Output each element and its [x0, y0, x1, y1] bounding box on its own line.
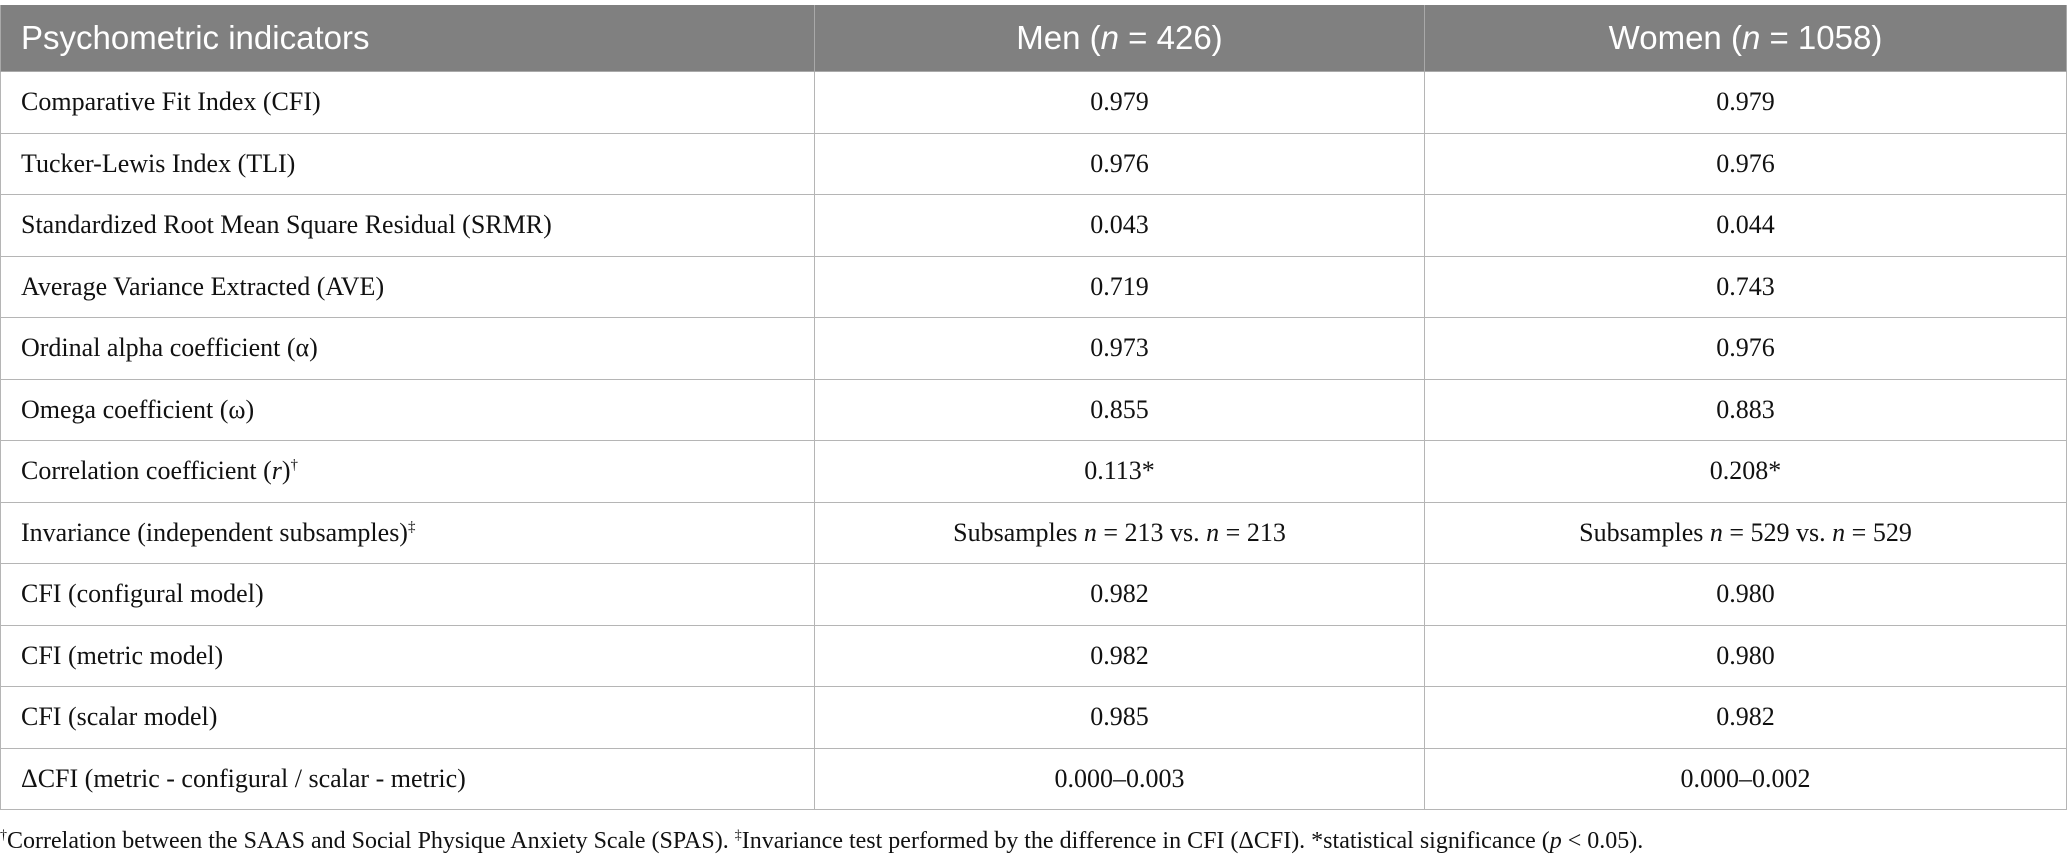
women-subsamples: Subsamples n = 529 vs. n = 529 [1424, 501, 2067, 564]
psychometric-table-container: Psychometric indicators Men (n = 426) Wo… [0, 5, 2067, 810]
header-men-pre: Men ( [1016, 19, 1101, 56]
women-value: 0.982 [1424, 686, 2067, 749]
table-row: Comparative Fit Index (CFI) 0.979 0.979 [0, 71, 2067, 134]
women-value: 0.980 [1424, 624, 2067, 687]
header-men-n: n [1100, 19, 1120, 56]
row-label: Tucker-Lewis Index (TLI) [0, 132, 815, 195]
men-value: 0.976 [814, 132, 1425, 195]
footnote-part3: < 0.05). [1561, 828, 1644, 854]
table-row: Correlation coefficient (r)† 0.113* 0.20… [0, 440, 2067, 503]
men-value: 0.973 [814, 317, 1425, 380]
row-label-correlation: Correlation coefficient (r)† [0, 440, 815, 503]
row-label: CFI (metric model) [0, 624, 815, 687]
label-r-italic: r [271, 456, 282, 486]
women-value: 0.976 [1424, 317, 2067, 380]
psychometric-table: Psychometric indicators Men (n = 426) Wo… [0, 5, 2067, 810]
men-subsamples-text: Subsamples [953, 517, 1084, 547]
women-n-italic: n [1709, 517, 1723, 547]
footnote-dagger: † [0, 828, 7, 843]
men-value: 0.000–0.003 [814, 747, 1425, 810]
women-value: 0.976 [1424, 132, 2067, 195]
table-row: CFI (configural model) 0.982 0.980 [0, 563, 2067, 626]
men-subsamples: Subsamples n = 213 vs. n = 213 [814, 501, 1425, 564]
women-value: 0.980 [1424, 563, 2067, 626]
table-row: Tucker-Lewis Index (TLI) 0.976 0.976 [0, 132, 2067, 195]
footnote-double-dagger: ‡ [734, 828, 742, 843]
table-row: ΔCFI (metric - configural / scalar - met… [0, 747, 2067, 810]
table-row: CFI (scalar model) 0.985 0.982 [0, 686, 2067, 749]
row-label: CFI (configural model) [0, 563, 815, 626]
women-subsamples-vs: = 529 vs. [1722, 517, 1833, 547]
header-women-pre: Women ( [1608, 19, 1742, 56]
men-value: 0.985 [814, 686, 1425, 749]
header-women-post: = 1058) [1760, 19, 1883, 56]
row-label: Average Variance Extracted (AVE) [0, 255, 815, 318]
table-row: Ordinal alpha coefficient (α) 0.973 0.97… [0, 317, 2067, 380]
men-value: 0.982 [814, 624, 1425, 687]
table-row: Invariance (independent subsamples)‡ Sub… [0, 501, 2067, 564]
row-label: Omega coefficient (ω) [0, 378, 815, 441]
header-psychometric-indicators: Psychometric indicators [0, 5, 815, 72]
footnote-part1: Correlation between the SAAS and Social … [7, 828, 735, 854]
men-value: 0.982 [814, 563, 1425, 626]
women-value: 0.743 [1424, 255, 2067, 318]
men-n-italic: n [1083, 517, 1097, 547]
table-row: Omega coefficient (ω) 0.855 0.883 [0, 378, 2067, 441]
men-subsamples-end: = 213 [1219, 517, 1286, 547]
women-value: 0.208* [1424, 440, 2067, 503]
table-row: CFI (metric model) 0.982 0.980 [0, 624, 2067, 687]
women-subsamples-text: Subsamples [1579, 517, 1710, 547]
women-subsamples-end: = 529 [1845, 517, 1912, 547]
women-n-italic: n [1832, 517, 1846, 547]
women-value: 0.979 [1424, 71, 2067, 134]
men-value: 0.113* [814, 440, 1425, 503]
label-post: ) [281, 456, 291, 486]
table-row: Standardized Root Mean Square Residual (… [0, 194, 2067, 257]
dagger-footnote-marker: † [290, 457, 299, 474]
men-value: 0.979 [814, 71, 1425, 134]
men-subsamples-vs: = 213 vs. [1096, 517, 1207, 547]
row-label: Ordinal alpha coefficient (α) [0, 317, 815, 380]
row-label: Comparative Fit Index (CFI) [0, 71, 815, 134]
women-value: 0.883 [1424, 378, 2067, 441]
row-label-invariance: Invariance (independent subsamples)‡ [0, 501, 815, 564]
header-women: Women (n = 1058) [1424, 5, 2067, 72]
row-label: CFI (scalar model) [0, 686, 815, 749]
label-pre: Correlation coefficient ( [21, 456, 272, 486]
men-value: 0.855 [814, 378, 1425, 441]
men-n-italic: n [1206, 517, 1220, 547]
label-text: Invariance (independent subsamples) [21, 517, 408, 547]
table-row: Average Variance Extracted (AVE) 0.719 0… [0, 255, 2067, 318]
footnote-p-italic: p [1549, 828, 1562, 854]
women-value: 0.000–0.002 [1424, 747, 2067, 810]
row-label: Standardized Root Mean Square Residual (… [0, 194, 815, 257]
header-men: Men (n = 426) [814, 5, 1425, 72]
table-footnote: †Correlation between the SAAS and Social… [0, 828, 1643, 855]
men-value: 0.719 [814, 255, 1425, 318]
table-header-row: Psychometric indicators Men (n = 426) Wo… [0, 5, 2067, 72]
footnote-part2: Invariance test performed by the differe… [741, 828, 1550, 854]
row-label: ΔCFI (metric - configural / scalar - met… [0, 747, 815, 810]
header-men-post: = 426) [1119, 19, 1223, 56]
header-women-n: n [1741, 19, 1761, 56]
women-value: 0.044 [1424, 194, 2067, 257]
men-value: 0.043 [814, 194, 1425, 257]
double-dagger-footnote-marker: ‡ [407, 518, 416, 535]
